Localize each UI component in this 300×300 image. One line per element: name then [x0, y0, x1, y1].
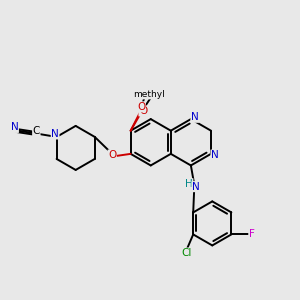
Text: O: O — [139, 106, 147, 116]
Text: C: C — [33, 126, 40, 136]
Text: Cl: Cl — [181, 248, 191, 258]
Text: N: N — [191, 112, 199, 122]
Text: N: N — [211, 150, 219, 160]
Text: F: F — [249, 230, 255, 239]
Text: methyl: methyl — [133, 90, 165, 99]
Text: N: N — [11, 122, 18, 132]
Text: O: O — [137, 102, 145, 112]
Text: N: N — [192, 182, 200, 192]
Text: N: N — [51, 129, 59, 139]
Text: H: H — [185, 179, 193, 189]
Text: O: O — [108, 150, 116, 160]
